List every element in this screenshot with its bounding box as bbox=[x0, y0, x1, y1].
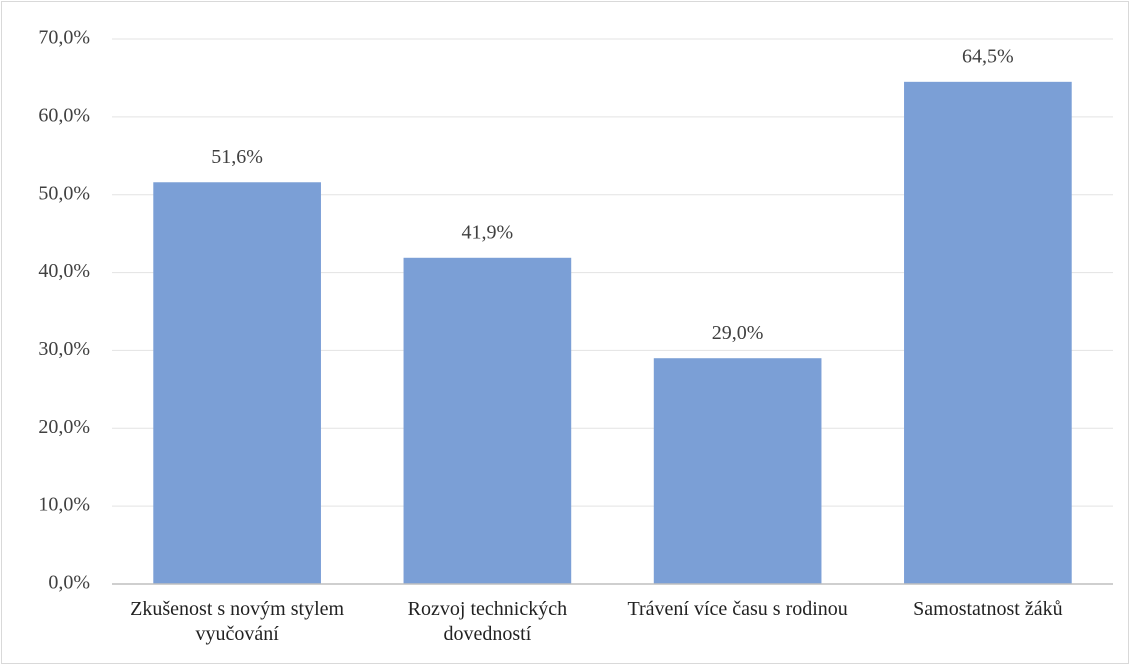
bar bbox=[403, 257, 572, 584]
y-tick-label: 10,0% bbox=[38, 494, 90, 516]
bar bbox=[153, 182, 321, 584]
x-tick-label: Samostatnost žáků bbox=[913, 598, 1063, 620]
data-label: 41,9% bbox=[462, 221, 514, 243]
y-tick-label: 0,0% bbox=[48, 572, 90, 594]
y-tick-label: 70,0% bbox=[38, 27, 90, 49]
y-tick-label: 20,0% bbox=[38, 416, 90, 438]
y-tick-label: 50,0% bbox=[38, 182, 90, 204]
y-tick-label: 30,0% bbox=[38, 338, 90, 360]
y-tick-label: 40,0% bbox=[38, 260, 90, 282]
data-label: 51,6% bbox=[211, 146, 263, 168]
data-label: 29,0% bbox=[712, 322, 764, 344]
x-tick-label: Zkušenost s novým stylem vyučování bbox=[130, 598, 345, 645]
bar bbox=[653, 358, 822, 584]
y-tick-label: 60,0% bbox=[38, 104, 90, 126]
x-tick-label: Trávení více času s rodinou bbox=[627, 598, 848, 620]
x-tick-label: Rozvoj technických dovedností bbox=[407, 598, 568, 645]
bar bbox=[904, 81, 1072, 585]
data-label: 64,5% bbox=[962, 45, 1014, 67]
